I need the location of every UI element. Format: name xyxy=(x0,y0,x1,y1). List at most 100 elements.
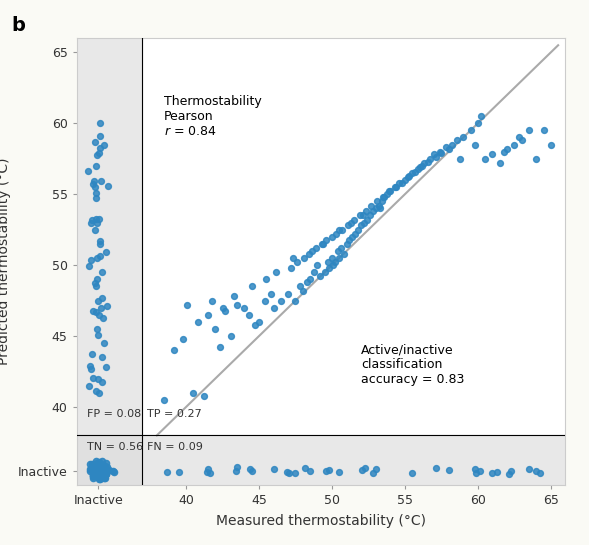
Point xyxy=(85,467,95,475)
Text: TP = 0.27: TP = 0.27 xyxy=(147,409,201,419)
Point xyxy=(95,469,105,477)
Point xyxy=(531,154,541,163)
Point xyxy=(91,307,101,316)
Point xyxy=(91,463,100,471)
Point xyxy=(202,468,211,477)
Point xyxy=(88,472,98,481)
Point xyxy=(429,150,439,159)
Point xyxy=(390,183,399,191)
Point xyxy=(535,468,545,477)
Point xyxy=(99,468,108,477)
Point xyxy=(99,463,108,471)
Point xyxy=(495,159,505,167)
Point xyxy=(94,457,104,466)
Point xyxy=(101,470,110,479)
Point xyxy=(408,168,417,177)
Point xyxy=(100,467,110,475)
Point xyxy=(444,465,454,474)
Point xyxy=(84,262,94,270)
Point xyxy=(272,268,281,277)
Point xyxy=(336,244,345,252)
Point xyxy=(88,465,98,474)
Point xyxy=(99,140,108,149)
Text: TN = 0.56: TN = 0.56 xyxy=(87,442,143,452)
Point xyxy=(174,468,183,476)
Point xyxy=(245,465,254,474)
Point xyxy=(97,294,107,302)
Point xyxy=(207,296,217,305)
Point xyxy=(425,154,435,163)
Point xyxy=(282,468,292,476)
Point xyxy=(101,362,111,371)
Point xyxy=(92,470,101,479)
Point xyxy=(335,467,344,476)
Point xyxy=(350,229,360,238)
Point xyxy=(413,164,423,173)
Point xyxy=(91,466,101,475)
Point xyxy=(90,465,100,474)
Point xyxy=(90,225,100,234)
Point xyxy=(290,468,299,477)
Point xyxy=(375,204,385,213)
Point xyxy=(316,272,325,281)
Point xyxy=(405,172,414,180)
Point xyxy=(95,132,104,141)
Point xyxy=(99,472,108,481)
Point xyxy=(92,468,102,477)
Point xyxy=(317,239,326,248)
Point xyxy=(473,119,482,128)
Point xyxy=(87,256,96,264)
Point xyxy=(91,138,100,147)
Point xyxy=(98,313,107,322)
Point xyxy=(492,468,502,476)
Point xyxy=(539,126,548,135)
Point xyxy=(532,467,541,475)
Point xyxy=(284,468,294,477)
Point xyxy=(325,465,334,474)
Point xyxy=(101,466,110,475)
Point xyxy=(506,467,515,475)
Point xyxy=(313,261,322,270)
Point xyxy=(411,167,420,176)
Point xyxy=(546,140,555,149)
Point xyxy=(499,147,509,156)
Point xyxy=(321,467,330,475)
Point xyxy=(98,378,107,386)
Point xyxy=(102,302,111,311)
Point xyxy=(325,264,334,272)
Point xyxy=(302,278,312,287)
Point xyxy=(101,468,111,476)
Point xyxy=(378,193,388,202)
Point xyxy=(300,253,309,262)
Point xyxy=(104,466,114,475)
Point xyxy=(84,166,93,175)
Point xyxy=(102,467,111,476)
Point xyxy=(89,472,98,481)
Point xyxy=(87,365,96,374)
Point xyxy=(102,463,111,471)
Point xyxy=(329,261,338,270)
Point xyxy=(100,462,110,471)
Point xyxy=(199,391,209,400)
Point xyxy=(342,239,351,248)
Point xyxy=(210,325,220,334)
Point xyxy=(307,246,316,255)
Point xyxy=(91,189,101,197)
Point xyxy=(215,343,224,352)
Point xyxy=(447,140,456,149)
Point xyxy=(377,197,386,205)
Point xyxy=(476,112,485,120)
Point xyxy=(95,251,105,260)
Point xyxy=(415,163,424,172)
Point xyxy=(162,468,171,476)
Point xyxy=(94,475,104,484)
Point xyxy=(355,211,365,220)
Point xyxy=(100,469,110,478)
Point xyxy=(436,149,446,158)
Text: FP = 0.08: FP = 0.08 xyxy=(87,409,141,419)
Point xyxy=(93,460,102,469)
Point xyxy=(384,187,393,196)
Point xyxy=(92,282,101,291)
Point xyxy=(85,460,95,469)
Point xyxy=(423,157,433,166)
